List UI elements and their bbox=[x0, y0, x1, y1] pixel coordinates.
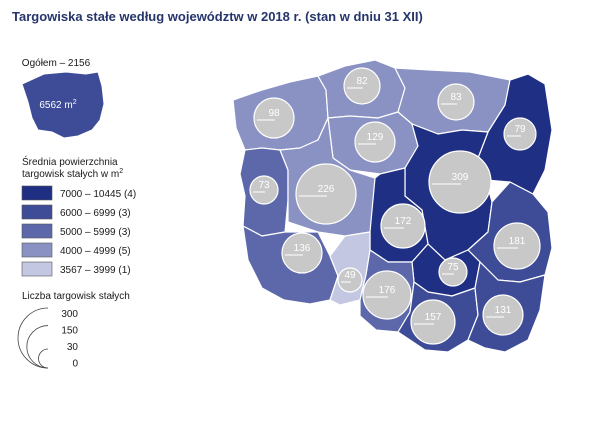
count-label-śląskie: 176 bbox=[379, 285, 396, 296]
count-circle-podkarpackie bbox=[482, 294, 524, 336]
count-circle-lubuskie bbox=[249, 175, 279, 205]
legend-count-label-30: 30 bbox=[67, 342, 79, 353]
legend-swatch-2 bbox=[21, 223, 53, 239]
count-label-pomorskie: 82 bbox=[356, 76, 368, 87]
count-circle-zachodniopomorskie bbox=[253, 97, 295, 139]
count-label-podkarpackie: 131 bbox=[495, 305, 512, 316]
count-circle-wielkopolskie bbox=[295, 163, 357, 225]
legend-swatch-3 bbox=[21, 242, 53, 258]
legend-class-label-2: 5000 – 5999 (3) bbox=[60, 227, 131, 238]
count-label-dolnośląskie: 136 bbox=[294, 243, 311, 254]
count-label-zachodniopomorskie: 98 bbox=[268, 108, 280, 119]
count-circle-mazowieckie bbox=[428, 150, 492, 214]
count-label-mazowieckie: 309 bbox=[452, 172, 469, 183]
legend-swatch-4 bbox=[21, 261, 53, 277]
legend-area: Średnia powierzchnia targowisk stałych w… bbox=[21, 155, 136, 277]
count-label-wielkopolskie: 226 bbox=[318, 184, 335, 195]
count-circle-lubelskie bbox=[493, 222, 541, 270]
count-circle-opolskie bbox=[337, 267, 363, 293]
legend-class-label-1: 6000 – 6999 (3) bbox=[60, 208, 131, 219]
count-label-małopolskie: 157 bbox=[425, 312, 442, 323]
count-label-łódzkie: 172 bbox=[395, 216, 412, 227]
total-inset: Ogółem – 2156 6562 m2 bbox=[21, 58, 105, 139]
count-circle-dolnośląskie bbox=[281, 232, 323, 274]
legend-circle-300 bbox=[17, 307, 49, 369]
total-poland-shape bbox=[21, 71, 105, 139]
count-label-kujawsko-pomorskie: 129 bbox=[367, 132, 384, 143]
legend-swatch-1 bbox=[21, 204, 53, 220]
count-label-warmińsko-mazurskie: 83 bbox=[450, 92, 462, 103]
legend-area-title-1: Średnia powierzchnia bbox=[22, 155, 118, 168]
count-circle-łódzkie bbox=[380, 203, 426, 249]
map-title: Targowiska stałe według województw w 201… bbox=[12, 9, 423, 24]
count-label-lubelskie: 181 bbox=[509, 236, 526, 247]
legend-count-label-300: 300 bbox=[61, 309, 78, 320]
count-label-lubuskie: 73 bbox=[258, 180, 270, 191]
count-circle-świętokrzyskie bbox=[438, 257, 468, 287]
legend-swatch-0 bbox=[21, 185, 53, 201]
count-circle-kujawsko-pomorskie bbox=[354, 121, 396, 163]
count-circle-śląskie bbox=[362, 270, 412, 320]
legend-count-label-0: 0 bbox=[72, 359, 78, 370]
legend-count-label-150: 150 bbox=[61, 326, 78, 337]
legend-area-title-2: targowisk stałych w m2 bbox=[22, 168, 123, 180]
count-circle-podlaskie bbox=[503, 117, 537, 151]
legend-circle-150 bbox=[26, 325, 49, 369]
count-circle-małopolskie bbox=[410, 299, 456, 345]
count-label-świętokrzyskie: 75 bbox=[447, 262, 459, 273]
count-circle-pomorskie bbox=[343, 67, 381, 105]
total-area-value: 6562 m2 bbox=[39, 99, 76, 111]
total-label: Ogółem – 2156 bbox=[22, 58, 91, 69]
count-circles: 98 82 83 79 129 73 226 309 172 181 136 49 75 176 157 13… bbox=[249, 67, 541, 345]
legend-class-label-0: 7000 – 10445 (4) bbox=[60, 189, 136, 200]
legend-class-label-4: 3567 – 3999 (1) bbox=[60, 265, 131, 276]
count-circle-warmińsko-mazurskie bbox=[437, 83, 475, 121]
legend-circle-30 bbox=[38, 348, 49, 369]
legend-count-title: Liczba targowisk stałych bbox=[22, 291, 130, 302]
count-label-podlaskie: 79 bbox=[514, 124, 526, 135]
count-label-opolskie: 49 bbox=[344, 270, 356, 281]
legend-class-label-3: 4000 – 4999 (5) bbox=[60, 246, 131, 257]
